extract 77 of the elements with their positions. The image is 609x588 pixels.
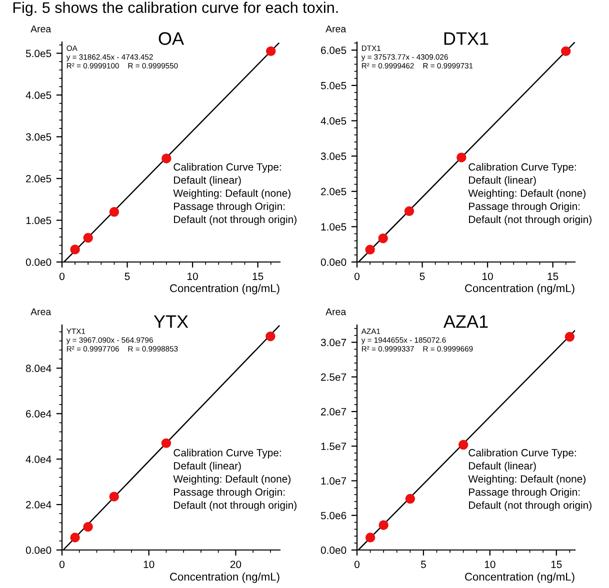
- point: [109, 492, 119, 502]
- point: [378, 233, 388, 244]
- point: [161, 438, 172, 448]
- x-tick-label: 5: [420, 272, 425, 280]
- y-axis-title: Area: [30, 26, 52, 32]
- y-tick-label: 2.0e5: [26, 175, 52, 182]
- x-tick-label: 0: [60, 272, 64, 280]
- annotation: Calibration Curve Type: Default (linear) Weighting: Default (none) Passage through Origin: Default (not through origin): [173, 163, 296, 226]
- x-tick-label: 0: [60, 560, 64, 568]
- y-tick-label: 0.0e0: [320, 258, 346, 266]
- y-tick-label: 2.5e7: [321, 373, 346, 381]
- chart-title: AZA1: [443, 315, 488, 328]
- x-tick-label: 10: [484, 560, 496, 568]
- point: [70, 532, 80, 542]
- point: [561, 46, 571, 56]
- x-tick-label: 5: [420, 560, 426, 568]
- y-tick-label: 6.0e5: [321, 46, 346, 54]
- x-axis-title: Concentration (ng/mL): [170, 572, 280, 583]
- x-tick-label: 15: [551, 560, 562, 568]
- chart-title: OA: [158, 32, 184, 45]
- y-tick-label: 8.0e4: [26, 364, 52, 372]
- point: [456, 152, 466, 162]
- y-tick-label: 5.0e6: [320, 512, 346, 520]
- point: [378, 520, 388, 530]
- y-tick-label: 2.0e4: [26, 501, 52, 508]
- y-tick-label: 3.0e7: [320, 338, 346, 346]
- point: [162, 154, 172, 164]
- x-tick-label: 10: [482, 272, 493, 280]
- y-tick-label: 0.0e0: [26, 258, 52, 266]
- y-axis-title: Area: [326, 26, 346, 32]
- x-tick-label: 0: [354, 560, 360, 568]
- x-tick-label: 15: [252, 272, 264, 280]
- point: [83, 232, 93, 243]
- annotation: Calibration Curve Type: Default (linear) Weighting: Default (none) Passage through Origin: Default (not through origin): [468, 448, 592, 511]
- point: [109, 207, 120, 217]
- x-axis-title: Concentration (ng/mL): [170, 284, 280, 294]
- x-tick-label: 20: [230, 560, 242, 568]
- y-tick-label: 5.0e5: [26, 50, 52, 58]
- y-tick-label: 3.0e5: [26, 133, 52, 141]
- y-tick-label: 5.0e5: [320, 82, 346, 90]
- x-axis-title: Concentration (ng/mL): [465, 572, 574, 583]
- y-tick-label: 4.0e5: [320, 117, 346, 125]
- caption: Fig. 5 shows the calibration curve for each toxin.: [13, 2, 338, 16]
- point: [365, 532, 376, 542]
- y-tick-label: 4.0e5: [26, 92, 52, 99]
- annotation: Calibration Curve Type: Default (linear) Weighting: Default (none) Passage through Origin: Default (not through origin): [173, 448, 296, 511]
- y-tick-label: 2.0e7: [321, 408, 346, 416]
- y-tick-label: 1.0e7: [321, 477, 346, 485]
- y-axis-title: Area: [326, 308, 346, 316]
- point: [564, 332, 575, 342]
- point: [365, 244, 375, 254]
- annotation: Calibration Curve Type: Default (linear) Weighting: Default (none) Passage through Origin: Default (not through origin): [468, 163, 592, 226]
- point: [266, 332, 276, 342]
- point: [266, 46, 276, 56]
- x-tick-label: 15: [548, 272, 558, 280]
- y-tick-label: 6.0e4: [26, 410, 52, 418]
- chart-title: YTX: [154, 315, 188, 328]
- y-axis-title: Area: [30, 308, 52, 316]
- y-tick-label: 0.0e0: [320, 546, 346, 554]
- y-tick-label: 4.0e4: [26, 456, 52, 463]
- y-tick-label: 1.0e5: [321, 223, 346, 231]
- point: [405, 494, 416, 504]
- y-tick-label: 0.0e0: [26, 546, 52, 554]
- y-tick-label: 1.0e5: [26, 216, 52, 224]
- x-tick-label: 10: [188, 272, 198, 280]
- y-tick-label: 1.5e7: [321, 442, 346, 450]
- point: [83, 522, 93, 532]
- x-tick-label: 5: [124, 272, 130, 280]
- point: [458, 440, 468, 450]
- y-tick-label: 2.0e5: [321, 188, 346, 196]
- x-tick-label: 0: [354, 272, 360, 280]
- point: [70, 244, 80, 254]
- chart-title: DTX1: [444, 32, 488, 45]
- y-tick-label: 3.0e5: [320, 152, 346, 160]
- x-axis-title: Concentration (ng/mL): [465, 284, 574, 294]
- point: [404, 206, 414, 216]
- x-tick-label: 10: [144, 560, 154, 568]
